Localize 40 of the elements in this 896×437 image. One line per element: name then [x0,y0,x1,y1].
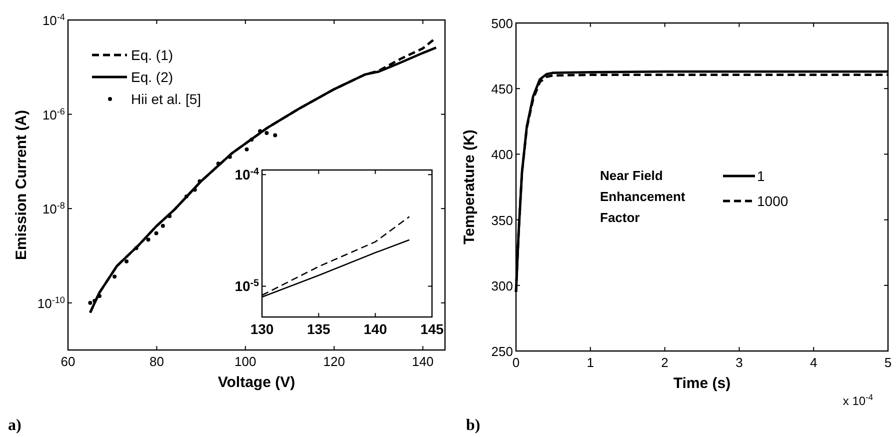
x-tick-label: 135 [306,321,331,337]
y-tick-label: 10$^{-4}$ [234,166,260,183]
x-tick-label: 120 [323,354,345,369]
x-tick-label: 130 [250,321,274,337]
x-axis-title: Time (s) [673,375,731,392]
legend-label: Eq. (1) [131,47,174,63]
x-tick-label: 2 [661,355,668,370]
y-axis-title: Temperature (K) [461,130,478,244]
text: x 10$^{-4}$ [842,392,874,408]
x-tick-label: 4 [810,355,818,370]
x-tick-label: 5 [884,355,892,370]
x-tick-label: 3 [736,355,743,370]
y-tick-label: 500 [491,16,513,31]
x-tick-label: 140 [364,321,388,337]
text: b) [466,417,480,434]
x-tick-label: 140 [412,354,434,369]
x-tick-label: 1 [586,355,594,370]
legend-title: Near Field Enhancement Factor [600,168,686,225]
x-tick-label: 100 [234,354,256,369]
x-tick-label: 0 [512,355,520,370]
y-tick-label: 450 [491,82,513,97]
x-axis-title: Voltage (V) [218,374,296,391]
legend-label: Eq. (2) [131,69,174,85]
x-tick-label: 145 [420,321,444,337]
y-axis-title: Emission Current (A) [13,110,30,260]
legend-label: Hii et al. [5] [131,91,202,107]
y-tick-label: 10$^{-6}$ [42,106,65,122]
y-tick-label: 10$^{-4}$ [42,12,65,28]
y-tick-label: 400 [491,147,513,162]
y-tick-label: 350 [491,212,513,228]
y-tick-label: 300 [491,278,513,294]
y-tick-label: 10$^{-10}$ [37,294,65,311]
y-tick-label: 10$^{-8}$ [42,200,65,217]
x-tick-label: 60 [60,354,76,369]
y-tick-label: 10$^{-5}$ [234,278,260,294]
legend-label: 1000 [757,193,788,209]
text: a) [8,417,22,434]
x-tick-label: 80 [149,354,164,369]
y-tick-label: 250 [491,344,513,359]
legend-label: 1 [757,168,765,184]
